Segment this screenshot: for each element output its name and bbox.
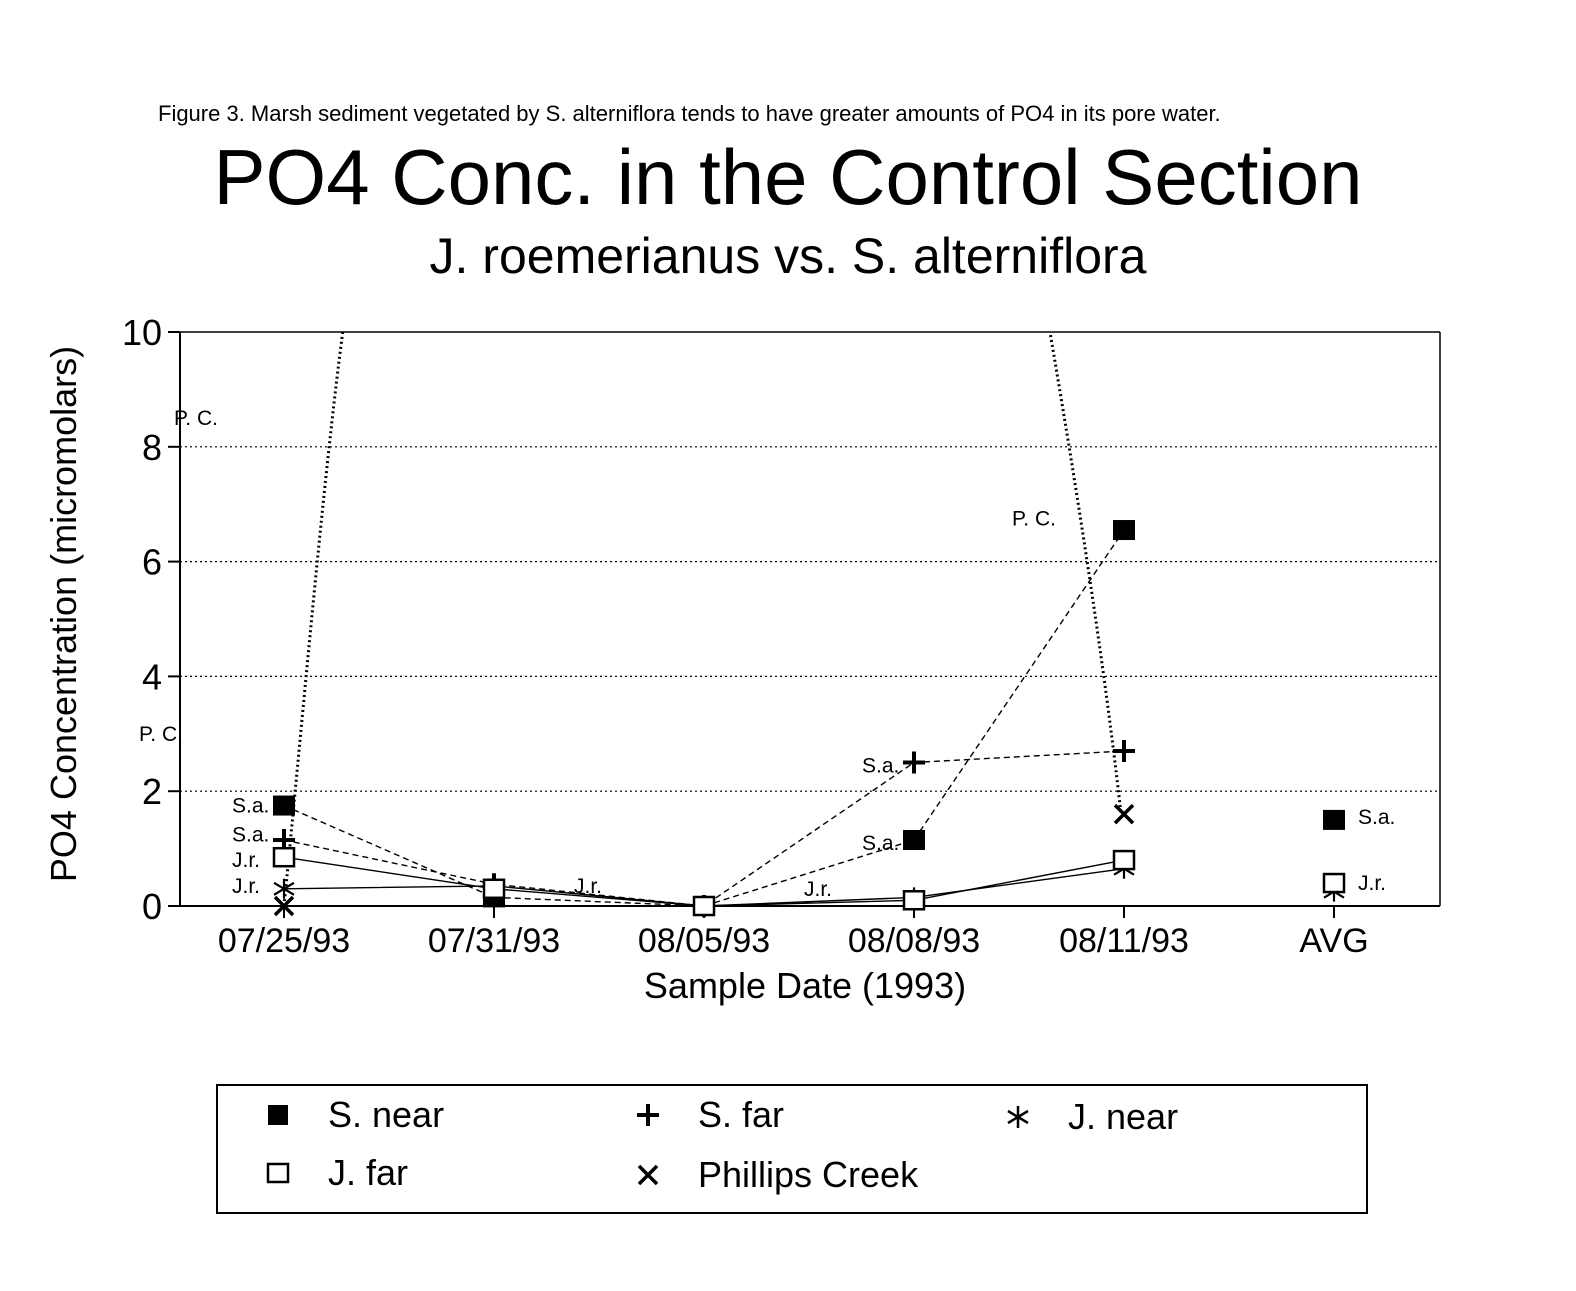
point-j-far <box>482 878 506 900</box>
annotation-label: J.r. <box>232 849 260 872</box>
x-tick-label: 07/31/93 <box>428 922 560 960</box>
annotation-label: P. C. <box>139 723 183 746</box>
filled-square-icon <box>268 1105 288 1125</box>
asterisk-icon <box>1007 1106 1029 1128</box>
point-s-near <box>1113 520 1135 541</box>
legend: S. near S. far J. near J. far Phillips C… <box>216 1084 1368 1214</box>
chart-title: PO4 Conc. in the Control Section <box>213 133 1363 221</box>
x-tick-label: 07/25/93 <box>218 922 350 960</box>
x-tick-label: 08/05/93 <box>638 922 770 960</box>
legend-item-phillips-creek: Phillips Creek <box>628 1154 918 1196</box>
annotation-label: P. C. <box>1012 508 1056 531</box>
annotation-label: J.r. <box>574 875 602 898</box>
y-tick-label: 0 <box>142 886 162 927</box>
legend-label: J. near <box>1068 1096 1179 1137</box>
annotation-label: J.r. <box>232 875 260 898</box>
legend-label: S. far <box>698 1094 785 1135</box>
y-axis-title: PO4 Concentration (micromolars) <box>43 346 84 882</box>
point-s-far <box>1113 740 1135 763</box>
pc-curve <box>1048 332 1123 815</box>
y-tick-label: 4 <box>142 656 162 697</box>
x-tick-label: 08/11/93 <box>1059 922 1189 960</box>
series-markers <box>272 520 1346 917</box>
annotation-label: S.a. <box>862 832 899 855</box>
legend-item-j-far: J. far <box>258 1152 408 1194</box>
legend-item-s-far: S. far <box>628 1094 784 1136</box>
x-tick-label: AVG <box>1299 922 1368 960</box>
point-s-near <box>1323 809 1345 830</box>
series-line <box>283 529 1125 907</box>
annotation-label: P. C. <box>174 407 218 430</box>
legend-item-j-near: J. near <box>998 1096 1178 1138</box>
legend-item-s-near: S. near <box>258 1094 444 1136</box>
annotation-label: J.r. <box>804 878 832 901</box>
legend-label: Phillips Creek <box>698 1154 919 1195</box>
point-j-far <box>1322 872 1346 894</box>
annotation-label: J.r. <box>1358 872 1386 895</box>
figure-caption: Figure 3. Marsh sediment vegetated by S.… <box>158 101 1221 126</box>
annotation-label: S.a. <box>232 795 269 818</box>
x-mark-icon <box>637 1164 659 1186</box>
point-s-near <box>903 829 925 850</box>
point-s-near <box>273 795 295 816</box>
chart-subtitle: J. roemerianus vs. S. alterniflora <box>429 228 1147 284</box>
series-lines <box>283 529 1125 907</box>
point-j-far <box>692 895 716 917</box>
annotation-label: S.a. <box>862 754 899 777</box>
series-line <box>283 750 1125 907</box>
plus-icon <box>637 1104 659 1126</box>
annotation-label: S.a. <box>1358 806 1395 829</box>
point-j-near <box>273 878 295 899</box>
y-tick-label: 6 <box>142 542 162 583</box>
point-s-far <box>903 751 925 774</box>
point-j-far <box>902 890 926 911</box>
y-tick-label: 2 <box>142 771 162 812</box>
axes <box>168 331 1441 918</box>
y-tick-label: 10 <box>122 312 162 353</box>
legend-label: S. near <box>328 1094 445 1135</box>
y-tick-label: 8 <box>142 427 162 468</box>
point-phillips-creek <box>273 895 295 917</box>
axis-labels: 0 2 4 6 8 10 07/25/93 07/31/93 08/05/93 08/08/93 0… <box>43 312 1395 1006</box>
point-j-far <box>272 846 296 868</box>
point-j-far <box>1112 849 1136 871</box>
x-tick-label: 08/08/93 <box>848 922 980 960</box>
pc-curve <box>282 332 345 906</box>
grid-lines <box>180 446 1440 792</box>
phillips-creek-curves <box>282 332 1123 906</box>
x-axis-title: Sample Date (1993) <box>644 965 966 1006</box>
open-square-icon <box>266 1162 290 1184</box>
legend-label: J. far <box>328 1152 409 1193</box>
annotation-label: S.a. <box>232 823 269 846</box>
point-phillips-creek <box>1113 803 1135 825</box>
